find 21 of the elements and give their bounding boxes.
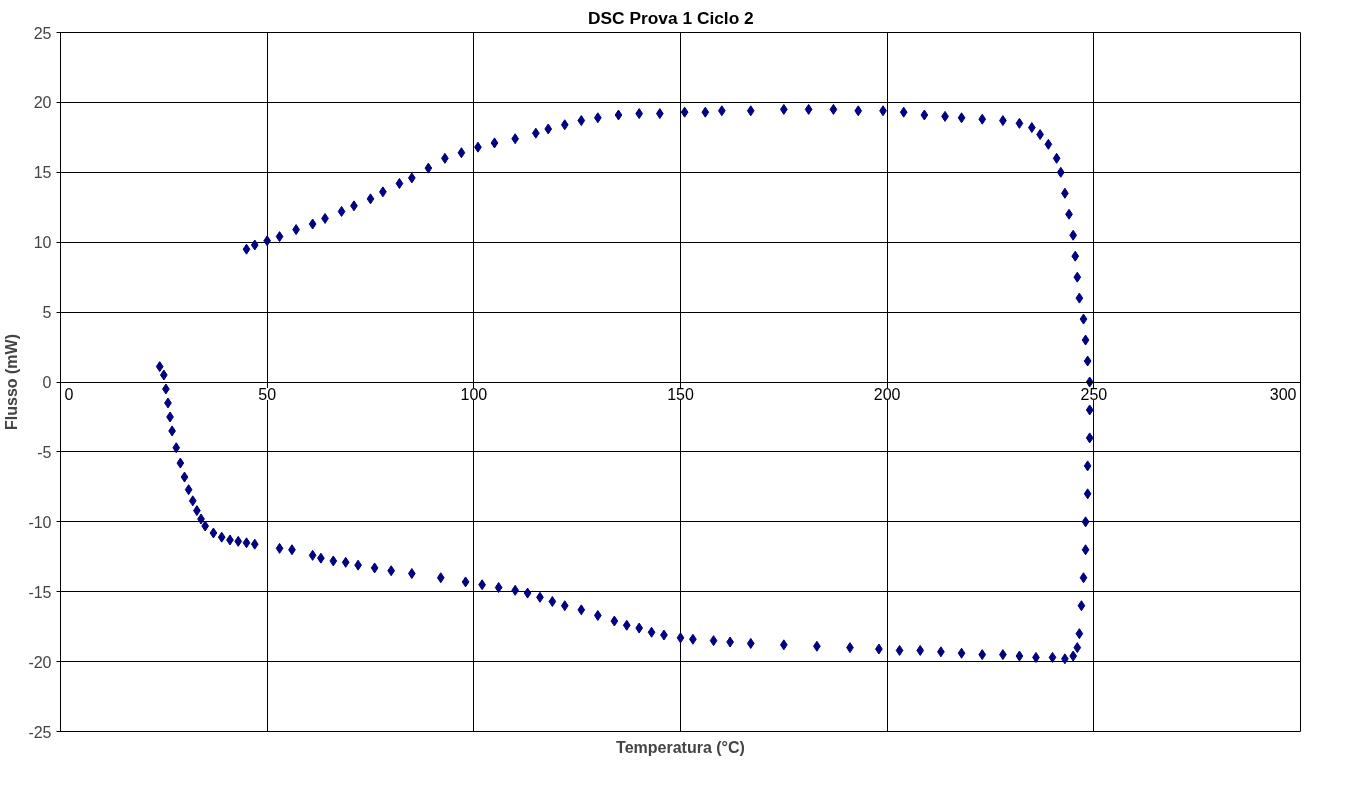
y-tick-label: -10 <box>28 513 52 531</box>
y-tick-label: -25 <box>28 723 52 741</box>
x-tick-label: 200 <box>873 386 901 403</box>
y-tick-label: 25 <box>33 24 52 42</box>
y-tick-label: -15 <box>28 583 52 601</box>
x-tick-label: 100 <box>460 386 488 403</box>
x-tick-label: 50 <box>258 386 277 403</box>
y-tick-label: 15 <box>33 164 52 182</box>
x-tick-label: 150 <box>667 386 694 403</box>
x-tick-label: 300 <box>1269 386 1297 403</box>
x-tick-label: 250 <box>1080 386 1108 403</box>
x-axis-title: Temperatura (°C) <box>616 738 745 756</box>
y-tick-label: 20 <box>33 94 52 112</box>
y-tick-label: 10 <box>33 234 52 252</box>
y-tick-label: 5 <box>42 304 52 322</box>
x-tick-label: 0 <box>64 386 74 403</box>
chart-title: DSC Prova 1 Ciclo 2 <box>588 7 754 28</box>
y-tick-label: 0 <box>42 374 52 391</box>
y-tick-label: -20 <box>28 653 52 671</box>
y-axis-title: Flusso (mW) <box>3 334 21 430</box>
y-tick-label: -5 <box>37 443 52 461</box>
